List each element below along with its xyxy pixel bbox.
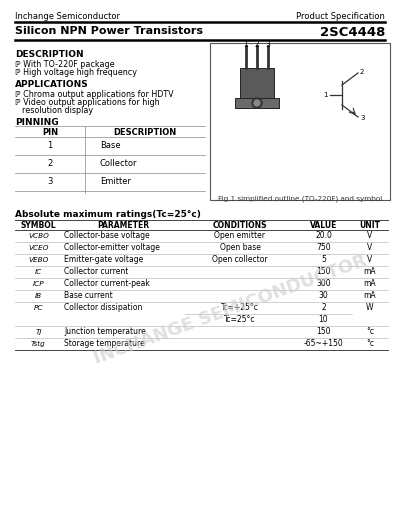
Text: W: W: [366, 304, 374, 312]
Text: Tc=+25°c: Tc=+25°c: [221, 304, 259, 312]
Text: APPLICATIONS: APPLICATIONS: [15, 80, 89, 89]
Text: INCHANGE SEMICONDUCTOR: INCHANGE SEMICONDUCTOR: [91, 252, 369, 368]
Text: PC: PC: [34, 305, 43, 311]
Bar: [235, 98, 279, 108]
Text: ℙ Chroma output applications for HDTV: ℙ Chroma output applications for HDTV: [15, 90, 174, 99]
Text: VCEO: VCEO: [28, 245, 49, 251]
Text: Collector current-peak: Collector current-peak: [64, 280, 150, 289]
Text: Storage temperature: Storage temperature: [64, 339, 145, 349]
Text: Open base: Open base: [220, 243, 260, 252]
Text: resolution display: resolution display: [22, 106, 93, 115]
Text: Junction temperature: Junction temperature: [64, 327, 146, 337]
Text: °c: °c: [366, 327, 374, 337]
Text: 3: 3: [47, 178, 53, 186]
Text: DESCRIPTION: DESCRIPTION: [15, 50, 84, 59]
Text: Emitter: Emitter: [100, 178, 131, 186]
Text: 2: 2: [321, 304, 326, 312]
Text: Inchange Semiconductor: Inchange Semiconductor: [15, 12, 120, 21]
Text: VEBO: VEBO: [28, 257, 49, 263]
Text: Product Specification: Product Specification: [296, 12, 385, 21]
Circle shape: [254, 100, 260, 106]
Text: 3: 3: [266, 40, 270, 49]
Text: Absolute maximum ratings(Tc=25°c): Absolute maximum ratings(Tc=25°c): [15, 210, 201, 219]
Text: IC: IC: [35, 269, 42, 275]
Text: TJ: TJ: [35, 329, 42, 335]
Circle shape: [252, 98, 262, 108]
Text: Collector dissipation: Collector dissipation: [64, 304, 142, 312]
Text: VALUE: VALUE: [310, 221, 337, 230]
Text: -65~+150: -65~+150: [304, 339, 343, 349]
Text: 10: 10: [319, 315, 328, 324]
Text: ℙ High voltage high frequency: ℙ High voltage high frequency: [15, 68, 137, 77]
Text: Open emitter: Open emitter: [214, 232, 266, 240]
Text: Fig.1 simplified outline (TO-220F) and symbol: Fig.1 simplified outline (TO-220F) and s…: [218, 195, 382, 202]
Text: SYMBOL: SYMBOL: [21, 221, 56, 230]
Text: PIN: PIN: [42, 128, 58, 137]
Text: Emitter-gate voltage: Emitter-gate voltage: [64, 255, 143, 265]
Text: ICP: ICP: [33, 281, 44, 287]
Text: Collector-emitter voltage: Collector-emitter voltage: [64, 243, 160, 252]
Text: ℙ With TO-220F package: ℙ With TO-220F package: [15, 60, 115, 69]
Bar: [210, 43, 390, 200]
Text: 20.0: 20.0: [315, 232, 332, 240]
Bar: [240, 68, 274, 98]
Text: 2: 2: [255, 40, 259, 49]
Text: 1: 1: [47, 141, 53, 151]
Text: 2SC4448: 2SC4448: [320, 26, 385, 39]
Text: PINNING: PINNING: [15, 118, 59, 127]
Text: 3: 3: [360, 115, 364, 121]
Text: 150: 150: [316, 327, 331, 337]
Text: Silicon NPN Power Transistors: Silicon NPN Power Transistors: [15, 26, 203, 36]
Text: PARAMETER: PARAMETER: [98, 221, 150, 230]
Text: ℙ Video output applications for high: ℙ Video output applications for high: [15, 98, 160, 107]
Text: °c: °c: [366, 339, 374, 349]
Text: 2: 2: [47, 160, 53, 168]
Text: 5: 5: [321, 255, 326, 265]
Text: IB: IB: [35, 293, 42, 299]
Text: Base: Base: [100, 141, 121, 151]
Text: 150: 150: [316, 267, 331, 277]
Text: Collector-base voltage: Collector-base voltage: [64, 232, 150, 240]
Text: V: V: [367, 243, 373, 252]
Text: 1: 1: [324, 92, 328, 98]
Text: mA: mA: [364, 280, 376, 289]
Text: Collector current: Collector current: [64, 267, 128, 277]
Text: Base current: Base current: [64, 292, 113, 300]
Text: mA: mA: [364, 292, 376, 300]
Text: CONDITIONS: CONDITIONS: [213, 221, 267, 230]
Text: mA: mA: [364, 267, 376, 277]
Text: Tc=25°c: Tc=25°c: [224, 315, 256, 324]
Text: V: V: [367, 255, 373, 265]
Text: 2: 2: [360, 69, 364, 75]
Text: Tstg: Tstg: [31, 341, 46, 347]
Text: VCBO: VCBO: [28, 233, 49, 239]
Text: Open collector: Open collector: [212, 255, 268, 265]
Text: DESCRIPTION: DESCRIPTION: [113, 128, 177, 137]
Text: UNIT: UNIT: [360, 221, 380, 230]
Text: 750: 750: [316, 243, 331, 252]
Text: V: V: [367, 232, 373, 240]
Text: 1: 1: [244, 40, 248, 49]
Text: 30: 30: [319, 292, 328, 300]
Text: 300: 300: [316, 280, 331, 289]
Text: Collector: Collector: [100, 160, 138, 168]
